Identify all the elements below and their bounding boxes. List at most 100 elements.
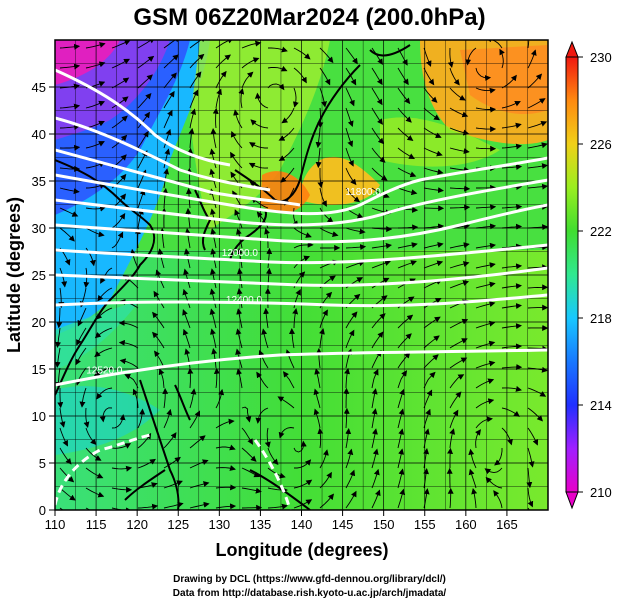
- wind-streamline: [423, 448, 430, 469]
- wind-streamline: [447, 47, 454, 68]
- wind-streamline: [371, 368, 379, 389]
- wind-streamline: [215, 465, 236, 471]
- wind-streamline: [210, 268, 217, 289]
- wind-streamline: [493, 490, 503, 509]
- x-axis-label: Longitude (degrees): [215, 540, 388, 560]
- wind-streamline: [189, 53, 205, 69]
- wind-streamline: [501, 283, 522, 290]
- wind-streamline: [187, 367, 194, 389]
- wind-streamline: [423, 260, 444, 269]
- wind-streamline: [501, 74, 517, 89]
- wind-streamline: [371, 242, 392, 249]
- wind-streamline: [527, 120, 548, 129]
- wind-streamline: [163, 109, 173, 129]
- wind-streamline: [189, 410, 201, 429]
- wind-streamline: [250, 119, 269, 129]
- wind-streamline: [315, 147, 322, 169]
- wind-streamline: [215, 418, 235, 429]
- wind-streamline: [264, 427, 271, 448]
- wind-streamline: [345, 244, 367, 251]
- wind-streamline: [485, 476, 503, 489]
- wind-streamline: [59, 407, 66, 428]
- wind-streamline: [527, 49, 537, 69]
- wind-streamline: [55, 347, 61, 368]
- wind-streamline: [132, 388, 139, 409]
- wind-streamline: [501, 302, 522, 309]
- wind-streamline: [137, 130, 149, 149]
- wind-streamline: [85, 183, 106, 189]
- wind-streamline: [449, 166, 471, 173]
- wind-streamline: [499, 48, 505, 69]
- wind-streamline: [153, 290, 165, 309]
- wind-streamline: [345, 167, 357, 186]
- wind-streamline: [258, 349, 269, 369]
- wind-streamline: [285, 349, 295, 369]
- wind-streamline: [449, 318, 469, 329]
- map-title: GSM 06Z20Mar2024 (200.0hPa): [133, 4, 486, 31]
- wind-streamline: [77, 307, 87, 327]
- x-tick-label: 145: [332, 517, 354, 532]
- wind-streamline: [293, 241, 314, 249]
- wind-streamline: [210, 128, 217, 149]
- wind-streamline: [233, 109, 243, 129]
- wind-streamline: [189, 40, 207, 49]
- wind-streamline: [189, 108, 197, 129]
- wind-streamline: [263, 307, 270, 329]
- wind-streamline: [230, 130, 243, 149]
- wind-streamline: [345, 187, 361, 203]
- wind-streamline: [501, 122, 522, 129]
- colorbar-tick-label: 230: [590, 50, 612, 65]
- wind-streamline: [210, 328, 217, 349]
- wind-streamline: [152, 331, 165, 349]
- wind-streamline: [85, 141, 105, 149]
- wind-streamline: [423, 335, 440, 349]
- wind-streamline: [475, 301, 496, 309]
- wind-streamline: [319, 449, 329, 469]
- wind-streamline: [319, 47, 334, 64]
- wind-streamline: [371, 67, 383, 86]
- wind-streamline: [371, 226, 393, 233]
- wind-streamline: [111, 465, 133, 472]
- wind-streamline: [189, 501, 210, 509]
- wind-streamline: [236, 308, 243, 329]
- wind-streamline: [314, 368, 321, 389]
- wind-streamline: [85, 61, 106, 69]
- wind-streamline: [475, 378, 495, 389]
- colorbar-bar: [565, 56, 579, 493]
- wind-streamline: [118, 339, 139, 349]
- wind-streamline: [59, 43, 81, 50]
- wind-streamline: [371, 167, 388, 181]
- wind-streamline: [293, 440, 307, 453]
- wind-streamline: [345, 260, 366, 269]
- wind-streamline: [343, 407, 350, 429]
- wind-streamline: [423, 241, 444, 249]
- wind-streamline: [111, 58, 130, 69]
- wind-streamline: [475, 398, 495, 409]
- wind-streamline: [371, 468, 380, 489]
- colorbar-max-arrow: [565, 40, 579, 58]
- wind-streamline: [96, 387, 113, 400]
- wind-streamline: [319, 87, 327, 108]
- wind-streamline: [397, 187, 418, 196]
- wind-streamline: [215, 54, 232, 69]
- y-tick-label: 20: [32, 315, 46, 330]
- wind-streamline: [315, 127, 322, 149]
- wind-streamline: [319, 207, 334, 223]
- wind-streamline: [485, 40, 503, 49]
- wind-streamline: [471, 488, 478, 509]
- wind-streamline: [59, 267, 68, 288]
- wind-streamline: [267, 65, 288, 72]
- wind-streamline: [59, 207, 79, 217]
- wind-streamline: [238, 88, 245, 109]
- wind-streamline: [527, 224, 548, 231]
- wind-streamline: [501, 163, 523, 170]
- wind-streamline: [85, 205, 106, 212]
- wind-streamline: [475, 281, 496, 289]
- wind-streamline: [475, 87, 496, 94]
- wind-streamline: [494, 448, 503, 466]
- wind-streamline: [397, 408, 405, 429]
- wind-streamline: [475, 340, 496, 349]
- wind-streamline: [283, 371, 295, 389]
- wind-streamline: [59, 103, 81, 110]
- wind-streamline: [111, 96, 129, 109]
